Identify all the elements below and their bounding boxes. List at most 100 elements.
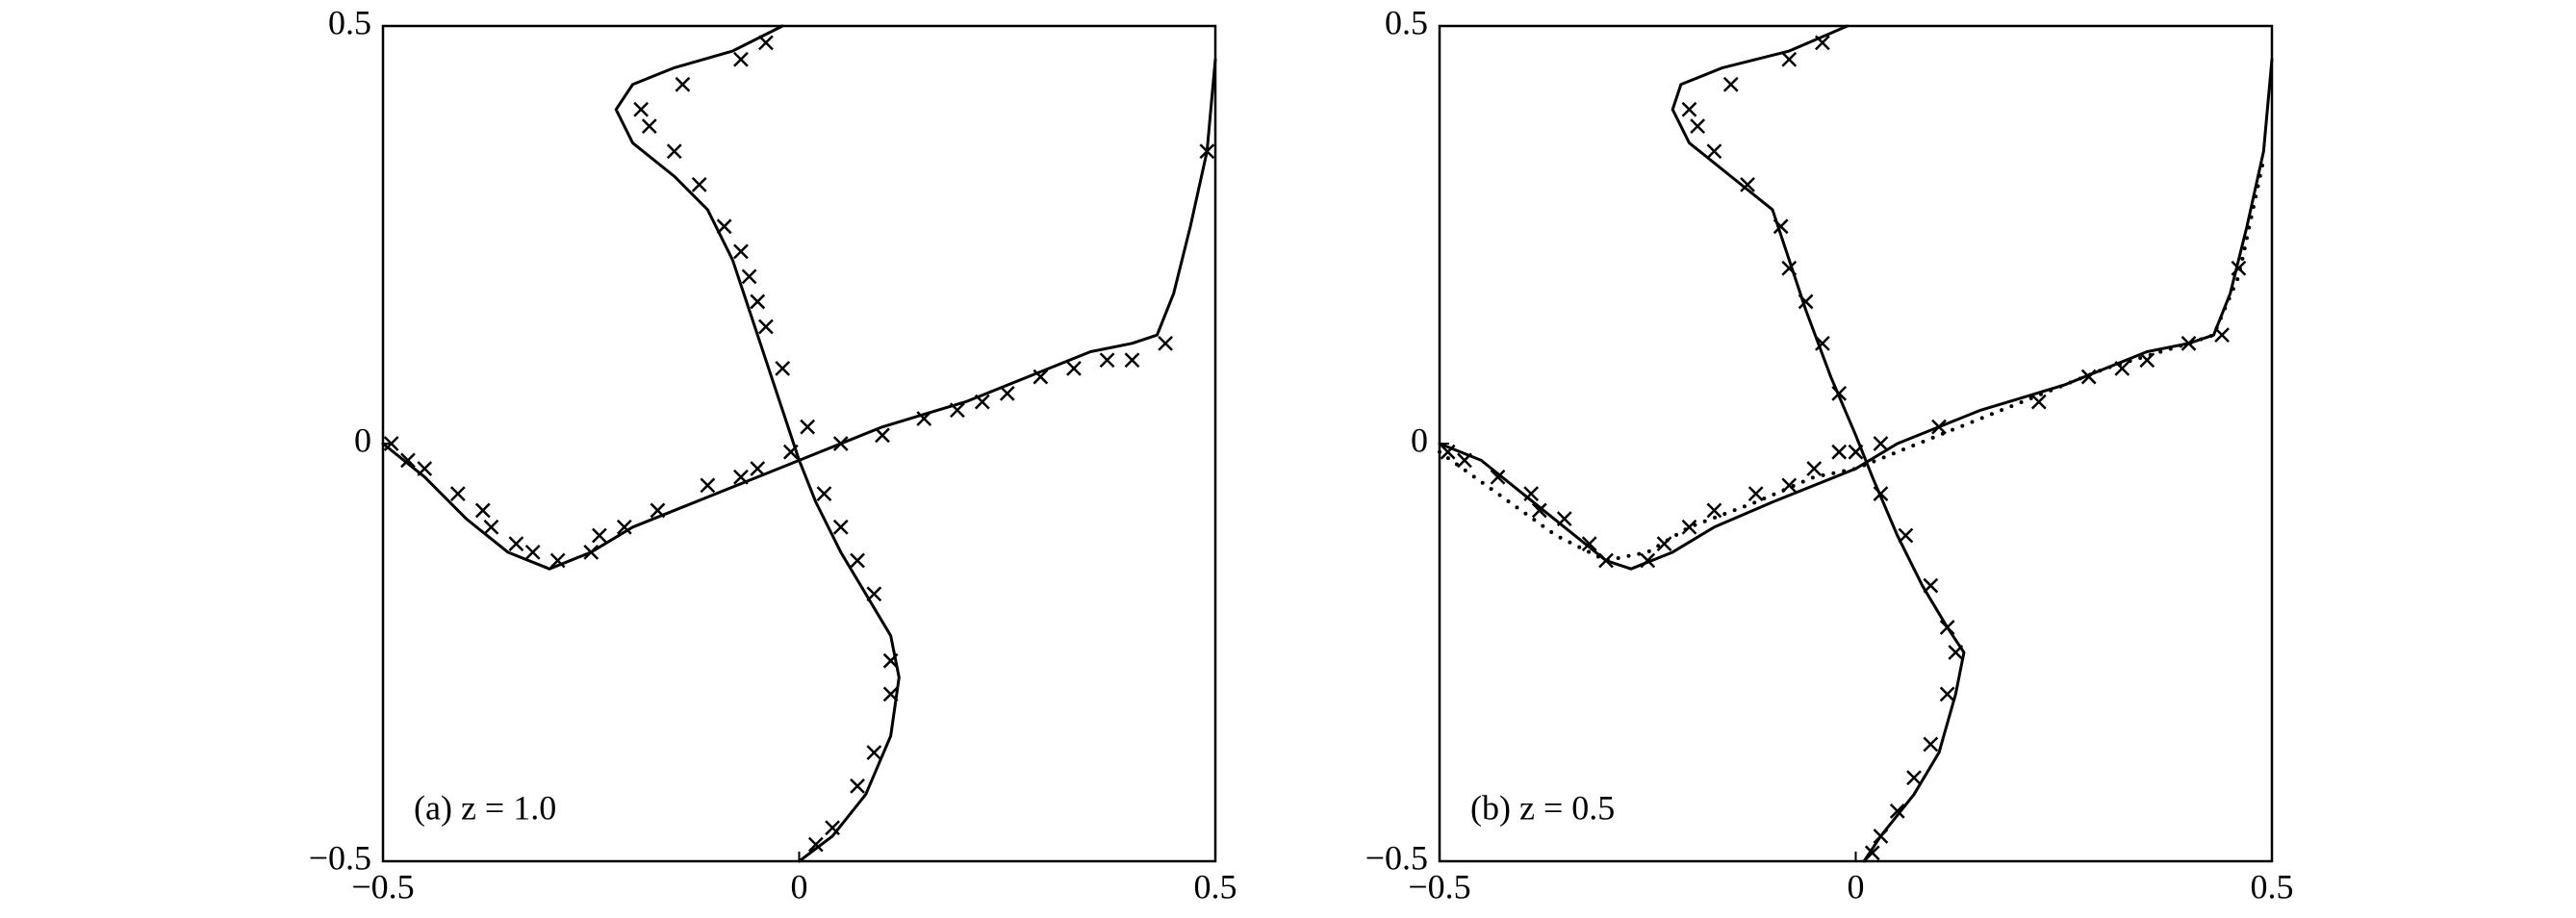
cross-marker	[691, 177, 707, 192]
cross-marker	[641, 118, 657, 135]
cross-marker	[850, 778, 865, 794]
cross-marker	[916, 411, 932, 426]
cross-marker	[949, 402, 965, 419]
cross-marker	[750, 461, 766, 476]
cross-marker	[733, 51, 749, 67]
cross-marker	[1923, 736, 1939, 752]
cross-marker	[616, 519, 632, 535]
cross-marker	[583, 544, 599, 560]
cross-marker	[400, 452, 416, 469]
cross-marker	[1722, 76, 1739, 92]
cross-marker	[1781, 51, 1798, 67]
cross-marker	[1781, 260, 1798, 276]
cross-marker	[1906, 770, 1922, 786]
cross-marker	[1099, 352, 1115, 369]
cross-marker	[1798, 293, 1814, 310]
y-tick-label: −0.5	[309, 838, 371, 877]
cross-marker	[733, 469, 749, 485]
cross-marker	[1815, 335, 1830, 351]
x-tick-label: 0	[1848, 867, 1865, 905]
cross-marker	[1939, 620, 1955, 635]
cross-marker	[1831, 386, 1848, 401]
cross-marker	[592, 527, 607, 544]
cross-marker	[650, 502, 666, 519]
cross-marker	[1681, 101, 1697, 117]
cross-marker	[700, 477, 716, 494]
cross-marker	[1681, 519, 1697, 535]
cross-marker	[832, 436, 849, 451]
y-tick-label: 0	[1411, 421, 1428, 459]
cross-marker	[1815, 35, 1830, 51]
cross-marker	[508, 536, 524, 552]
cross-marker	[1457, 452, 1472, 469]
cross-marker	[1033, 369, 1049, 385]
cross-marker	[1556, 511, 1572, 527]
cross-marker	[1158, 335, 1173, 351]
cross-marker	[1923, 577, 1939, 594]
dotted-curve	[1438, 157, 2266, 563]
cross-marker	[850, 552, 865, 569]
cross-marker	[716, 218, 732, 235]
cross-marker	[474, 502, 491, 519]
curve	[1438, 58, 2274, 571]
cross-marker	[1939, 686, 1955, 702]
y-tick-label: 0.5	[1385, 3, 1428, 41]
cross-marker	[1199, 143, 1215, 160]
cross-marker	[1898, 527, 1914, 544]
cross-marker	[1440, 444, 1456, 460]
cross-marker	[825, 820, 840, 836]
cross-marker	[449, 486, 466, 501]
cross-marker	[1931, 419, 1947, 435]
cross-marker	[1873, 486, 1889, 501]
curve	[1671, 24, 1966, 863]
cross-marker	[882, 686, 899, 702]
x-tick-label: 0.5	[2251, 867, 2294, 905]
cross-marker	[633, 101, 650, 117]
cross-marker	[2114, 360, 2130, 376]
cross-marker	[417, 461, 433, 476]
cross-marker	[974, 394, 990, 410]
cross-marker	[2231, 260, 2247, 276]
cross-marker	[483, 519, 499, 535]
cross-marker	[2030, 394, 2047, 410]
cross-marker	[1656, 536, 1672, 552]
cross-marker	[1864, 845, 1880, 861]
cross-marker	[524, 544, 541, 560]
cross-marker	[758, 319, 774, 335]
cross-marker	[1581, 536, 1597, 552]
cross-marker	[1889, 803, 1905, 819]
cross-marker	[1848, 444, 1864, 460]
cross-marker	[1873, 436, 1889, 451]
y-tick-label: −0.5	[1365, 838, 1428, 877]
cross-marker	[1598, 552, 1614, 569]
cross-marker	[1873, 829, 1889, 844]
cross-marker	[666, 143, 682, 160]
cross-marker	[1706, 143, 1722, 160]
cross-marker	[1490, 469, 1506, 485]
cross-marker	[882, 652, 899, 669]
cross-marker	[1781, 477, 1798, 494]
cross-marker	[1773, 218, 1789, 235]
cross-marker	[1831, 444, 1848, 460]
cross-marker	[775, 360, 791, 376]
cross-marker	[999, 386, 1015, 401]
cross-marker	[1740, 177, 1755, 192]
plot-frame	[1438, 24, 2274, 863]
cross-marker	[741, 268, 757, 285]
cross-marker	[807, 836, 824, 853]
cross-marker	[675, 76, 691, 92]
cross-marker	[1523, 486, 1540, 501]
cross-marker	[866, 745, 882, 761]
panel-label: (b) z = 0.5	[1470, 788, 1615, 827]
cross-marker	[1066, 360, 1082, 376]
y-tick-label: 0	[354, 421, 371, 459]
x-tick-label: −0.5	[1408, 867, 1470, 905]
cross-marker	[733, 243, 749, 260]
cross-marker	[1747, 486, 1764, 501]
x-tick-label: −0.5	[351, 867, 414, 905]
cross-marker	[1690, 118, 1706, 135]
panel-label: (a) z = 1.0	[414, 788, 556, 827]
x-tick-label: 0.5	[1194, 867, 1237, 905]
plot-frame	[381, 24, 1217, 863]
